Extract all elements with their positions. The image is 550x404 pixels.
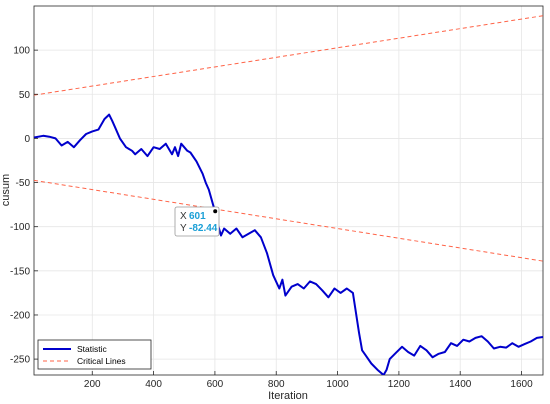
critical-line-upper: [34, 15, 543, 96]
x-tick-label: 200: [84, 379, 101, 390]
x-tick-label: 1600: [510, 379, 533, 390]
x-axis-label: Iteration: [268, 390, 308, 402]
data-tip-marker: [213, 209, 218, 214]
legend-label-statistic: Statistic: [77, 344, 108, 354]
data-tip-y-key: Y: [180, 223, 187, 234]
legend-box: [37, 339, 152, 370]
x-tick-label: 1400: [449, 379, 472, 390]
x-tick-label: 1000: [326, 379, 349, 390]
legend-label-critical-lines: Critical Lines: [77, 356, 126, 366]
y-tick-label: -250: [10, 355, 30, 366]
data-tip-y-value: -82.44: [189, 223, 218, 234]
y-tick-label: 50: [19, 90, 31, 101]
chart-marks: [34, 15, 543, 375]
y-tick-label: -50: [16, 178, 31, 189]
x-tick-label: 800: [268, 379, 285, 390]
y-tick-label: -100: [10, 222, 30, 233]
x-tick-label: 1200: [388, 379, 411, 390]
axis-ticks: 200 400 600 800 1000 1200 1400 1600-250-200-150…: [10, 46, 533, 390]
legend: Statistic Critical Lines: [37, 339, 152, 370]
y-tick-label: 0: [24, 134, 30, 145]
data-tip-x-value: 601: [189, 211, 206, 222]
critical-line-lower: [34, 179, 543, 262]
data-tip-x-key: X: [180, 211, 187, 222]
data-tip[interactable]: X 601 Y -82.44: [174, 206, 220, 237]
y-tick-label: -150: [10, 266, 30, 277]
x-tick-label: 600: [207, 379, 224, 390]
plot-area-frame: [33, 5, 544, 376]
statistic-line: [34, 113, 543, 375]
x-tick-label: 400: [145, 379, 162, 390]
y-tick-label: 100: [13, 46, 30, 57]
y-tick-label: -200: [10, 310, 30, 321]
data-tip-box: [174, 206, 220, 237]
y-axis-label: cusum: [0, 174, 12, 206]
